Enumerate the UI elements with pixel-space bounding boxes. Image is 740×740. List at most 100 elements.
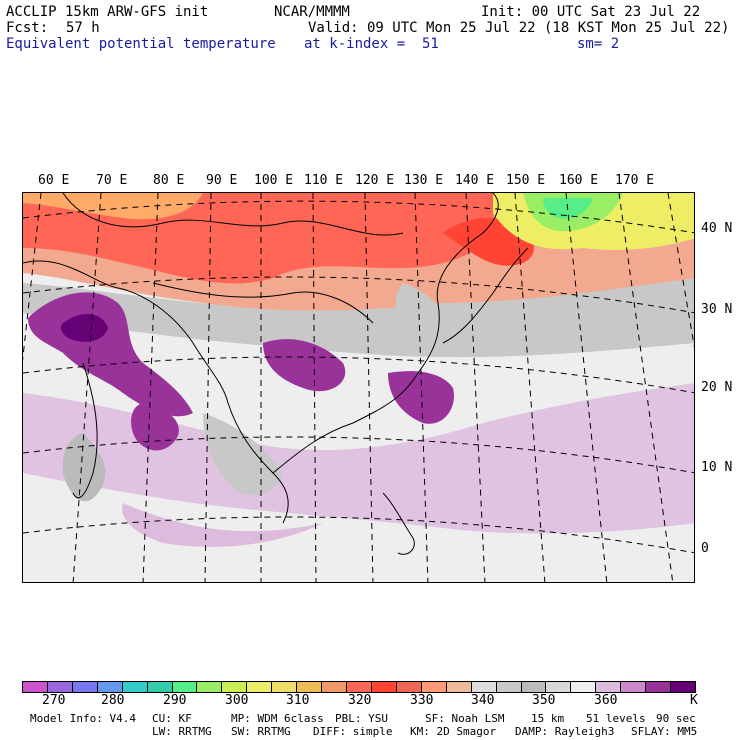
colorbar-swatch [246,681,273,693]
colorbar-swatch [46,681,73,693]
model-title: ACCLIP 15km ARW-GFS init [6,4,209,20]
colorbar-tick: 340 [471,693,495,708]
lat-label: 40 N [701,221,733,236]
model-info: Model Info: V4.4 [30,712,136,725]
lw-scheme: LW: RRTMG [152,725,212,738]
northern-border [62,193,404,236]
colorbar-swatch [271,681,298,693]
purple-taiwan [388,371,454,424]
colorbar-swatch [71,681,98,693]
colorbar-swatch [520,681,547,693]
sflay-scheme: SFLAY: MM5 [631,725,698,738]
parallel-0 [23,516,694,554]
vertical-levels: 51 levels [586,712,646,725]
purple-china [263,339,346,392]
japan-coast [442,247,529,344]
lat-label: 10 N [701,460,733,475]
lon-label: 60 E [38,173,70,188]
sf-scheme: SF: Noah LSM [425,712,505,725]
level-index: at k-index = 51 [304,36,439,52]
lon-label: 110 E [304,173,344,188]
lon-label: 90 E [206,173,238,188]
colorbar-tick: 280 [101,693,125,708]
colorbar-swatch [22,681,48,693]
colorbar-swatch [645,681,672,693]
purple-bengal [131,403,179,451]
colorbar-swatch [321,681,348,693]
colorbar-tick: 330 [410,693,434,708]
smoothing-value: sm= 2 [577,36,620,52]
colorbar-swatch [495,681,522,693]
china-coast [272,193,499,474]
colorbar-swatch [595,681,622,693]
parallel-30n [23,276,694,314]
colorbar-tick: 300 [225,693,249,708]
theta-e-map [22,192,695,583]
india-coast [72,362,98,499]
indochina-grey [203,413,283,496]
lavender-south [122,503,324,547]
colorbar-tick: 360 [594,693,618,708]
korea-grey [395,283,446,346]
lat-label: 30 N [701,302,733,317]
colorbar-swatch [395,681,422,693]
colorbar-swatch [296,681,323,693]
lat-label: 0 [701,541,709,556]
diff-scheme: DIFF: simple [313,725,393,738]
philippines-coast [382,492,415,555]
colorbar-swatch [470,681,497,693]
colorbar-tick: 290 [163,693,187,708]
parallel-40n [23,200,694,234]
cu-scheme: CU: KF [152,712,192,725]
india-grey [62,433,106,502]
resolution: 15 km [531,712,565,725]
lon-label: 150 E [506,173,546,188]
colorbar-swatch [545,681,572,693]
grey-band [23,253,694,358]
colorbar-swatch [420,681,447,693]
colorbar-swatch [196,681,223,693]
lon-label: 160 E [559,173,599,188]
parallel-10n [23,436,694,474]
colorbar-swatch [171,681,198,693]
colorbar-tick: 310 [286,693,310,708]
colorbar-swatch [146,681,173,693]
himalaya-border [152,282,374,324]
parallel-20n [23,356,694,394]
colorbar [22,681,696,693]
colorbar-swatch [221,681,248,693]
lon-label: 120 E [355,173,395,188]
colorbar-tick: 350 [532,693,556,708]
mp-scheme: MP: WDM 6class [231,712,324,725]
forecast-hour: 57 h [66,20,100,36]
colorbar-unit: K [690,693,698,708]
colorbar-swatch [346,681,372,693]
valid-time: Valid: 09 UTC Mon 25 Jul 22 (18 KST Mon … [308,20,730,36]
damp-scheme: DAMP: Rayleigh3 [515,725,615,738]
colorbar-swatch [96,681,123,693]
lavender-region [23,383,694,534]
lon-label: 130 E [404,173,444,188]
colorbar-swatch [445,681,472,693]
lon-label: 100 E [254,173,294,188]
km-scheme: KM: 2D Smagor [410,725,497,738]
forecast-label: Fcst: [6,20,49,36]
org-label: NCAR/MMMM [274,4,350,20]
colorbar-swatch [370,681,397,693]
sw-scheme: SW: RRTMG [231,725,291,738]
dark-purple-core [60,313,108,342]
colorbar-swatch [570,681,597,693]
lon-label: 170 E [615,173,655,188]
init-time: Init: 00 UTC Sat 23 Jul 22 [481,4,701,20]
colorbar-swatch [121,681,148,693]
field-name: Equivalent potential temperature [6,36,276,52]
lon-label: 70 E [96,173,128,188]
white-south [63,493,694,582]
colorbar-swatch [670,681,696,693]
lat-label: 20 N [701,380,733,395]
lon-label: 140 E [455,173,495,188]
time-step: 90 sec [656,712,696,725]
pbl-scheme: PBL: YSU [335,712,388,725]
colorbar-tick: 270 [42,693,66,708]
colorbar-tick: 320 [348,693,372,708]
